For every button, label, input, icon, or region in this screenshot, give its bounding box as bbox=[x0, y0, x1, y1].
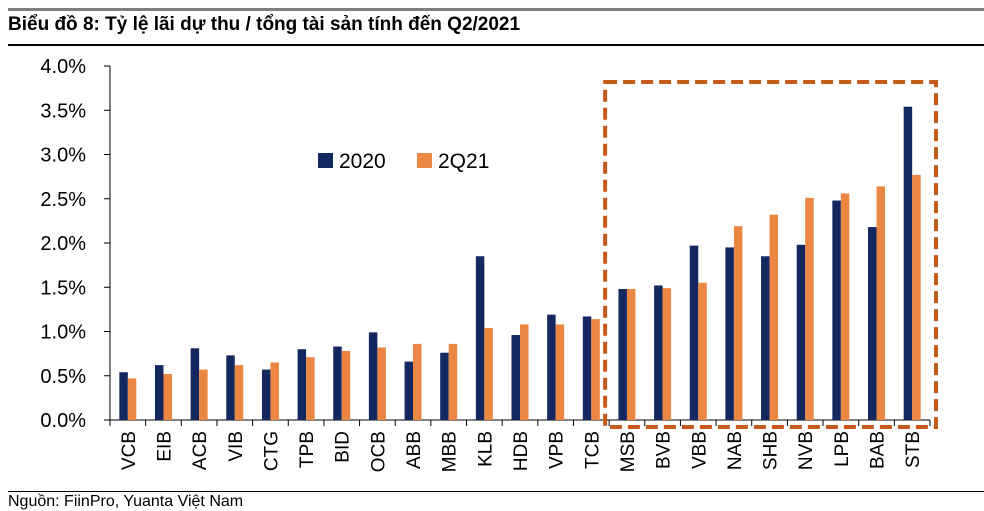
bar-2q21-ocb bbox=[377, 347, 386, 420]
bar-2020-tpb bbox=[297, 349, 307, 420]
y-tick-label: 3.0% bbox=[40, 145, 86, 167]
bar-2020-nvb bbox=[796, 244, 806, 420]
legend-label-2020: 2020 bbox=[339, 150, 386, 173]
title-rule bbox=[8, 44, 984, 46]
bar-2020-bid bbox=[333, 346, 342, 420]
x-tick-label: ABB bbox=[404, 431, 425, 469]
x-tick-label: ACB bbox=[190, 431, 211, 470]
x-tick-label: CTG bbox=[261, 431, 282, 471]
bar-2020-eib bbox=[154, 365, 164, 420]
highlight-box bbox=[603, 80, 938, 429]
x-tick-label: TCB bbox=[582, 431, 603, 469]
bar-2q21-lpb bbox=[840, 193, 850, 420]
bar-2020-vpb bbox=[547, 314, 556, 420]
y-tick-label: 2.5% bbox=[40, 189, 86, 211]
x-tick-label: VCB bbox=[119, 431, 140, 470]
bar-2020-tcb bbox=[582, 316, 592, 420]
x-tick-label: NVB bbox=[796, 431, 817, 470]
x-tick-label: BVB bbox=[654, 431, 675, 469]
bar-2q21-vbb bbox=[698, 282, 707, 420]
bar-chart: 0.0% 0.5% 1.0% 1.5% 2.0% 2.5% 3.0% 3.5% 4.0% VCB… bbox=[40, 56, 938, 472]
x-tick-label: STB bbox=[903, 431, 924, 468]
bar-2020-mbb bbox=[440, 352, 449, 420]
bar-2q21-bvb bbox=[662, 288, 672, 420]
bar-2q21-klb bbox=[484, 327, 493, 420]
y-tick-label: 0.5% bbox=[40, 366, 86, 388]
bar-2q21-vpb bbox=[555, 324, 565, 420]
y-tick-label: 2.0% bbox=[40, 233, 86, 255]
bar-2020-vcb bbox=[119, 372, 128, 420]
bar-2020-acb bbox=[190, 348, 200, 420]
bar-2q21-msb bbox=[626, 289, 636, 420]
bar-2q21-nab bbox=[733, 226, 743, 420]
x-tick-label: HDB bbox=[511, 431, 532, 471]
bar-2020-shb bbox=[761, 256, 770, 420]
bar-2020-stb bbox=[903, 106, 913, 421]
bar-2020-nab bbox=[725, 247, 734, 420]
bar-2020-hdb bbox=[511, 335, 520, 420]
y-axis: 0.0% 0.5% 1.0% 1.5% 2.0% 2.5% 3.0% 3.5% 4.0% bbox=[40, 56, 111, 432]
bar-2020-lpb bbox=[832, 200, 841, 420]
bar-2020-ctg bbox=[261, 369, 271, 420]
chart-title: Biểu đồ 8: Tỷ lệ lãi dự thu / tổng tài s… bbox=[8, 14, 521, 35]
source-note: Nguồn: FiinPro, Yuanta Việt Nam bbox=[8, 493, 244, 510]
bar-2q21-eib bbox=[163, 373, 172, 420]
x-tick-label: MBB bbox=[440, 431, 461, 472]
x-tick-label: BID bbox=[333, 431, 354, 463]
bar-2q21-vcb bbox=[127, 378, 137, 420]
x-tick-label: TPB bbox=[297, 431, 318, 468]
bar-2q21-tpb bbox=[306, 357, 315, 420]
x-tick-label: NAB bbox=[725, 431, 746, 470]
bars bbox=[119, 106, 921, 421]
top-rule bbox=[8, 8, 984, 11]
y-tick-label: 4.0% bbox=[40, 56, 86, 78]
bar-2q21-stb bbox=[912, 174, 921, 420]
bar-2q21-bid bbox=[341, 350, 351, 420]
bar-2q21-nvb bbox=[805, 197, 814, 420]
bar-2q21-ctg bbox=[270, 362, 279, 420]
bar-2q21-hdb bbox=[520, 324, 529, 420]
bar-2020-bvb bbox=[654, 285, 663, 420]
x-axis: VCB EIB ACB VIB CTG TPB BID OCB ABB MBB KLB HDB VPB T… bbox=[109, 419, 931, 472]
x-tick-label: LPB bbox=[832, 431, 853, 467]
bottom-rule bbox=[8, 491, 984, 492]
bar-2q21-bab bbox=[876, 186, 886, 420]
y-tick-label: 1.5% bbox=[40, 277, 86, 299]
bar-2q21-mbb bbox=[448, 343, 458, 420]
legend-label-2q21: 2Q21 bbox=[438, 150, 489, 173]
x-tick-label: KLB bbox=[475, 431, 496, 467]
x-tick-label: SHB bbox=[761, 431, 782, 470]
legend-swatch-2020 bbox=[318, 153, 333, 168]
bar-2020-vbb bbox=[689, 245, 699, 420]
legend-swatch-2q21 bbox=[417, 153, 432, 168]
y-tick-label: 0.0% bbox=[40, 410, 86, 432]
x-tick-label: OCB bbox=[368, 431, 389, 472]
bar-2020-bab bbox=[868, 227, 877, 420]
x-tick-label: VPB bbox=[547, 431, 568, 469]
x-tick-label: VBB bbox=[689, 431, 710, 469]
legend: 2020 2Q21 bbox=[318, 150, 489, 173]
bar-2020-msb bbox=[618, 289, 627, 420]
bar-2020-abb bbox=[404, 361, 414, 420]
bar-2q21-abb bbox=[413, 343, 422, 420]
bar-2q21-tcb bbox=[591, 319, 600, 420]
bar-2020-vib bbox=[226, 355, 235, 420]
x-tick-label: EIB bbox=[154, 431, 175, 462]
bar-2q21-vib bbox=[234, 365, 244, 420]
x-tick-label: VIB bbox=[226, 431, 247, 462]
x-tick-label: BAB bbox=[868, 431, 889, 469]
bar-2q21-acb bbox=[199, 369, 208, 420]
bar-2020-ocb bbox=[368, 332, 378, 420]
bar-2q21-shb bbox=[769, 214, 779, 420]
y-tick-label: 3.5% bbox=[40, 100, 86, 122]
x-tick-label: MSB bbox=[618, 431, 639, 472]
y-tick-label: 1.0% bbox=[40, 322, 86, 344]
bar-2020-klb bbox=[475, 256, 485, 420]
